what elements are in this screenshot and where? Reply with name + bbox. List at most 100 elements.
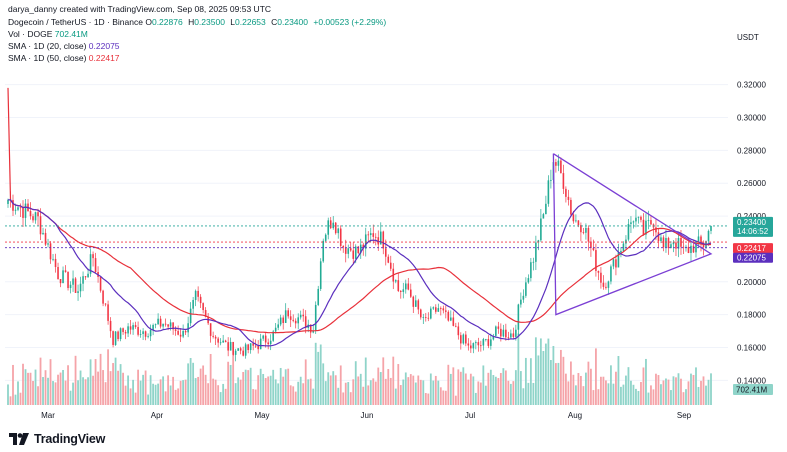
volume-bar — [449, 373, 452, 405]
volume-label: Vol · DOGE — [8, 29, 53, 39]
candle-body — [337, 228, 340, 234]
candle-body — [12, 200, 14, 211]
volume-bar — [52, 381, 54, 405]
candle-body — [650, 220, 652, 225]
volume-bar — [652, 389, 655, 405]
candle-body — [269, 340, 272, 345]
candle-body — [44, 232, 47, 245]
candle-body — [657, 232, 660, 242]
volume-bar — [627, 367, 630, 405]
volume-bar — [464, 373, 467, 405]
volume-bar — [372, 378, 375, 405]
volume-bar — [92, 375, 94, 405]
volume-bar — [252, 389, 255, 405]
candle-body — [414, 300, 417, 307]
volume-bar — [469, 373, 472, 405]
sma20-line — [7, 199, 712, 347]
volume-bar — [289, 385, 292, 405]
tradingview-logo: TradingView — [9, 432, 105, 446]
volume-bar — [487, 372, 490, 405]
candle-body — [480, 345, 482, 347]
volume-bar — [169, 385, 172, 405]
volume-bar — [139, 380, 142, 405]
candle-body — [102, 290, 104, 304]
price-tick: 0.16000 — [737, 344, 766, 353]
volume-bar — [494, 376, 497, 405]
volume-bar — [274, 379, 277, 405]
candle-body — [490, 339, 492, 346]
candle-body — [595, 250, 597, 271]
volume-bar — [77, 380, 79, 405]
time-tick: Apr — [151, 411, 164, 420]
candle-body — [67, 271, 69, 289]
candle-body — [32, 216, 34, 221]
volume-bar — [377, 367, 380, 405]
ohlc-value-l: 0.22653 — [235, 17, 266, 27]
candle-body — [54, 258, 57, 268]
candle-body — [334, 222, 337, 234]
candle-body — [442, 308, 445, 311]
volume-bar — [549, 360, 552, 405]
candle-body — [284, 310, 287, 323]
volume-bar — [299, 376, 302, 405]
volume-bar — [524, 357, 527, 405]
volume-bar — [29, 372, 32, 405]
candle-body — [475, 342, 477, 344]
candle-body — [455, 325, 457, 327]
candle-body — [555, 162, 557, 166]
candle-body — [74, 278, 77, 293]
volume-bar — [264, 378, 267, 405]
volume-bar — [54, 382, 57, 405]
volume-bar — [412, 375, 415, 405]
candle-body — [17, 207, 19, 210]
candle-body — [322, 240, 325, 262]
volume-bar — [547, 338, 550, 405]
ohlc-key-c: C — [268, 17, 278, 27]
candle-body — [404, 283, 407, 290]
candle-body — [409, 289, 412, 297]
volume-bar — [172, 376, 175, 405]
candle-body — [635, 217, 637, 222]
volume-bar — [394, 388, 397, 405]
candle-body — [590, 241, 592, 248]
candle-body — [327, 220, 330, 235]
candle-body — [107, 304, 109, 321]
volume-bar — [334, 375, 337, 405]
volume-bar — [64, 380, 67, 405]
volume-bar — [257, 375, 260, 405]
candle-body — [615, 259, 617, 268]
volume-bar — [279, 367, 282, 405]
volume-bar — [122, 372, 124, 405]
volume-bar — [399, 385, 402, 405]
candle-body — [149, 329, 152, 337]
candle-body — [212, 335, 214, 337]
tradingview-icon — [9, 433, 29, 445]
volume-bar — [197, 376, 200, 405]
candle-body — [164, 323, 167, 325]
volume-bar — [414, 382, 417, 405]
volume-bar — [695, 367, 697, 405]
volume-bar — [537, 355, 540, 405]
candle-body — [177, 330, 179, 335]
candle-body — [565, 188, 567, 197]
volume-bar — [144, 370, 147, 405]
volume-bar — [294, 391, 297, 405]
volume-bar — [542, 351, 545, 405]
volume-bar — [517, 333, 520, 405]
price-tick: 0.24000 — [737, 212, 766, 221]
volume-bar — [544, 343, 547, 405]
candle-body — [99, 276, 102, 291]
volume-bar — [577, 372, 580, 405]
volume-bar — [682, 392, 685, 405]
volume-bar — [645, 358, 647, 405]
candle-body — [182, 331, 184, 337]
change-value: +0.00523 (+2.29%) — [313, 17, 387, 27]
volume-bar — [402, 379, 405, 405]
volume-bar — [625, 375, 627, 405]
candle-body — [627, 223, 630, 240]
volume-bar — [287, 368, 290, 405]
volume-bar — [692, 374, 695, 405]
volume-bar — [452, 367, 455, 405]
price-tick: 0.30000 — [737, 114, 766, 123]
